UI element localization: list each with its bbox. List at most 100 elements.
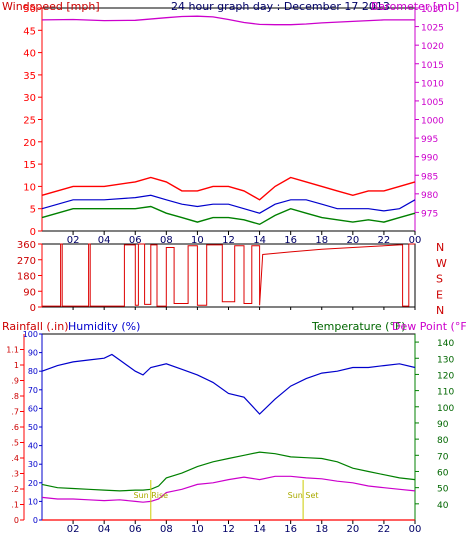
wind-tick-label: 40 [23, 49, 36, 60]
wind-direction-line [42, 243, 415, 307]
event-markers: Sun Rise Sun Set [133, 480, 319, 520]
barometer-tick-label: 1020 [421, 42, 444, 52]
x-tick-label: 00 [409, 235, 422, 246]
x-tick-label: 08 [160, 235, 173, 246]
temperature-line [41, 451, 416, 492]
rain-tick-label: .9 [11, 377, 19, 386]
temperature-axis-label: Temperature (°F) [311, 320, 406, 333]
temperature-tick-label: 70 [437, 452, 449, 462]
wind-direction-letter: N [436, 241, 444, 254]
rain-tick-label: .7 [11, 408, 19, 417]
wind-gust-line [41, 176, 416, 201]
rain-tick-label: .5 [11, 439, 19, 448]
x-tick-label: 04 [98, 524, 111, 535]
x-tick-label: 10 [191, 235, 204, 246]
x-tick-label: 16 [284, 524, 297, 535]
humidity-tick-label: 30 [28, 460, 38, 469]
humidity-tick-label: 50 [28, 423, 38, 432]
barometer-tick-label: 1030 [421, 5, 444, 15]
temperature-tick-label: 120 [437, 371, 454, 381]
humidity-tick-label: 60 [28, 404, 38, 413]
humidity-axis-label: Humidity (%) [68, 320, 140, 333]
x-tick-label: 14 [253, 524, 266, 535]
rain-tick-label: .2 [11, 485, 19, 494]
wind-tick-label: 35 [23, 71, 36, 82]
direction-tick-label: 270 [17, 256, 36, 267]
dewpoint-line [41, 475, 416, 503]
x-tick-label: 20 [346, 235, 359, 246]
x-tick-label: 10 [191, 524, 204, 535]
direction-tick-label: 360 [17, 240, 36, 251]
wind-low-line [41, 205, 416, 226]
x-tick-label: 22 [378, 235, 391, 246]
rain-tick-label: .1 [11, 501, 19, 510]
x-tick-label: 12 [222, 524, 235, 535]
temperature-tick-label: 40 [437, 501, 449, 511]
wind-direction-letter: S [436, 273, 443, 286]
x-tick-label: 14 [253, 235, 266, 246]
wind-tick-label: 25 [23, 116, 36, 127]
barometer-line [41, 15, 415, 26]
barometer-tick-label: 1005 [421, 98, 444, 108]
temperature-tick-label: 50 [437, 485, 449, 495]
x-tick-label: 18 [315, 524, 328, 535]
temperature-tick-label: 110 [437, 388, 454, 398]
barometer-tick-label: 995 [421, 135, 438, 145]
x-tick-label: 18 [315, 235, 328, 246]
rain-tick-label: .4 [11, 454, 19, 463]
barometer-tick-label: 1025 [421, 24, 444, 34]
x-tick-label: 06 [129, 235, 142, 246]
barometer-tick-label: 975 [421, 209, 438, 219]
x-tick-label: 00 [409, 524, 422, 535]
barometer-tick-label: 990 [421, 154, 438, 164]
x-tick-label: 06 [129, 524, 142, 535]
x-tick-label: 08 [160, 524, 173, 535]
direction-tick-label: 90 [23, 287, 36, 298]
rain-tick-label: 0 [14, 516, 19, 525]
x-tick-label: 02 [67, 524, 80, 535]
barometer-tick-label: 1015 [421, 61, 444, 71]
wind-average-line [41, 194, 416, 214]
humidity-line [41, 353, 416, 415]
humidity-tick-label: 70 [28, 386, 38, 395]
wind-tick-label: 50 [23, 4, 36, 15]
wind-plot-frame [41, 7, 416, 232]
rain-tick-label: 1.1 [6, 346, 19, 355]
direction-tick-label: 0 [30, 303, 36, 314]
wind-tick-label: 0 [30, 227, 36, 238]
humidity-tick-label: 0 [33, 516, 38, 525]
rain-tick-label: .3 [11, 470, 19, 479]
wind-direction-letter: W [436, 257, 447, 270]
rain-tick-label: 1 [14, 361, 19, 370]
temperature-tick-label: 100 [437, 404, 454, 414]
temperature-tick-label: 130 [437, 355, 454, 365]
barometer-axis-label: Barometer [mb] [371, 0, 459, 13]
wind-tick-label: 15 [23, 160, 36, 171]
humidity-tick-label: 20 [28, 479, 38, 488]
data-series [41, 15, 416, 521]
x-tick-label: 20 [346, 524, 359, 535]
temperature-tick-label: 80 [437, 436, 449, 446]
barometer-tick-label: 1010 [421, 79, 444, 89]
x-tick-label: 22 [378, 524, 391, 535]
rain-tick-label: .6 [11, 423, 19, 432]
barometer-tick-label: 985 [421, 172, 438, 182]
x-tick-label: 12 [222, 235, 235, 246]
humidity-tick-label: 10 [28, 497, 38, 506]
wind-tick-label: 10 [23, 182, 36, 193]
humidity-tick-label: 80 [28, 367, 38, 376]
temperature-tick-label: 140 [437, 339, 454, 349]
windspeed-axis-label: Windspeed [mph] [2, 0, 100, 13]
wind-tick-label: 30 [23, 93, 36, 104]
wind-tick-label: 5 [30, 205, 36, 216]
event-marker-label: Sun Rise [133, 491, 168, 500]
climate-plot-frame [41, 333, 416, 521]
humidity-tick-label: 40 [28, 442, 38, 451]
humidity-tick-label: 90 [28, 349, 38, 358]
wind-direction-letter: E [436, 288, 443, 301]
direction-plot-frame [41, 243, 416, 308]
